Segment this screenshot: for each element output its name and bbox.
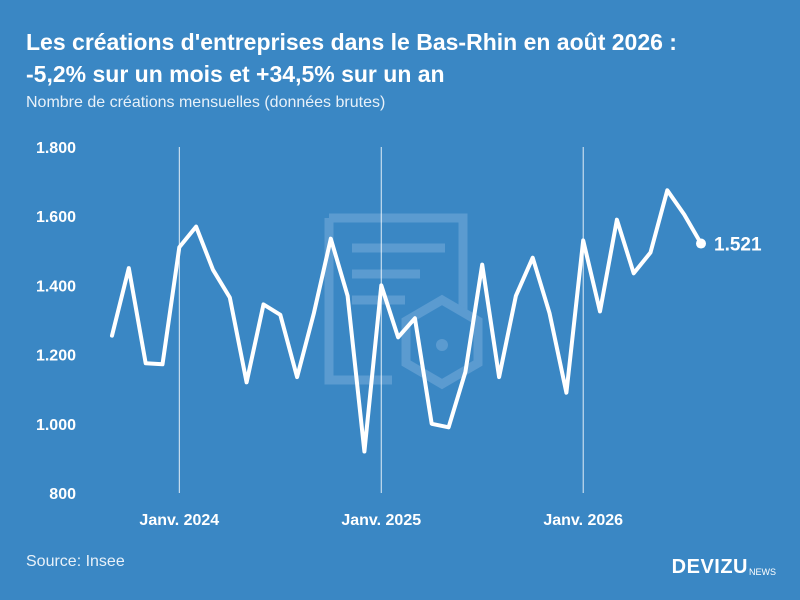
source-note: Source: Insee [26,553,125,570]
y-tick-label: 1.200 [36,348,76,365]
series-line [110,188,703,454]
brand-logo: DEVIZUNEWS [672,556,776,579]
x-tick-label: Janv. 2024 [139,512,219,529]
chart-subtitle: Nombre de créations mensuelles (données … [26,94,386,111]
brand-suffix: NEWS [749,567,776,577]
x-axis-tick-labels: Janv. 2024 Janv. 2025 Janv. 2026 [139,512,623,529]
data-point [696,238,706,249]
y-tick-label: 1.400 [36,278,76,295]
chart-title-line2: -5,2% sur un mois et +34,5% sur un an [26,61,445,87]
series-layer: 1.521 [110,188,762,454]
y-tick-label: 1.600 [36,209,76,226]
chart-title: Les créations d'entreprises dans le Bas-… [26,26,786,90]
x-tick-label: Janv. 2026 [543,512,623,529]
chart-title-line1: Les créations d'entreprises dans le Bas-… [26,29,677,55]
y-tick-label: 800 [49,486,76,503]
y-axis-tick-labels: 800 1.000 1.200 1.400 1.600 1.800 [36,140,76,503]
brand-name: DEVIZU [671,556,748,578]
watermark-document-icon [324,213,483,390]
last-value-label: 1.521 [714,235,762,256]
x-tick-label: Janv. 2025 [341,512,421,529]
y-tick-label: 1.000 [36,417,76,434]
y-tick-label: 1.800 [36,140,76,157]
vertical-gridlines [178,147,584,493]
